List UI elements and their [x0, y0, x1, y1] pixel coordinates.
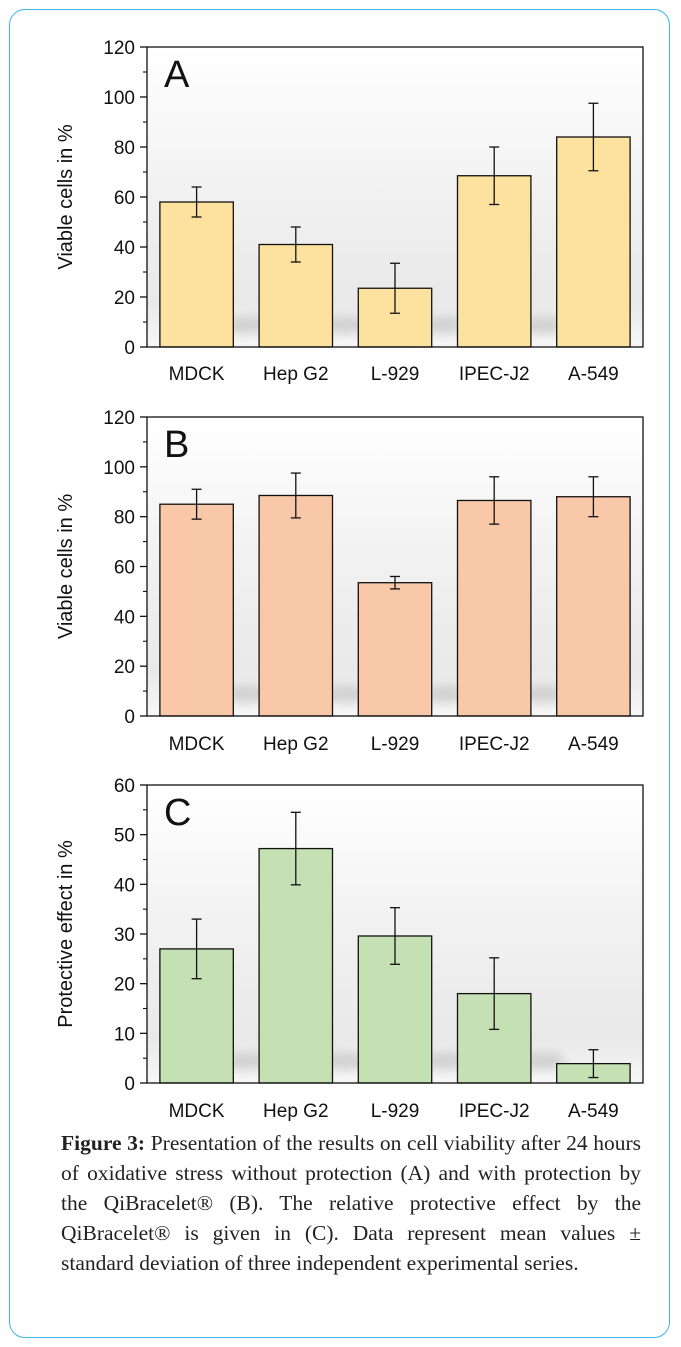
- bar-hep-g2: [258, 494, 334, 717]
- y-tick-label: 120: [103, 38, 135, 59]
- category-label: IPEC-J2: [459, 734, 530, 755]
- bar-a-549: [556, 496, 631, 717]
- category-label: Hep G2: [263, 734, 328, 755]
- panel-letter: A: [164, 54, 190, 96]
- category-label: Hep G2: [263, 364, 328, 385]
- category-label: L-929: [371, 364, 420, 385]
- bar-mdck: [159, 201, 234, 348]
- y-axis-label: Viable cells in %: [55, 124, 77, 269]
- y-tick-label: 120: [103, 408, 135, 429]
- category-label: Hep G2: [263, 1101, 328, 1122]
- bar-shadow: [521, 316, 566, 334]
- panel-letter: C: [164, 792, 191, 834]
- y-tick-label: 40: [114, 238, 135, 259]
- y-tick-label: 50: [114, 826, 135, 847]
- y-tick-label: 20: [114, 975, 135, 996]
- chart-panel-c: MDCK Hep G2 L-929 IPEC-J2 A-549 0 10 20 30 40 50 60…: [55, 776, 644, 1122]
- bar-shadow: [422, 1052, 467, 1070]
- category-label: IPEC-J2: [459, 364, 530, 385]
- y-tick-label: 40: [114, 875, 135, 896]
- y-tick-label: 0: [124, 338, 135, 359]
- y-tick-label: 40: [114, 607, 135, 628]
- y-tick-label: 0: [124, 1074, 135, 1095]
- category-label: A-549: [568, 364, 619, 385]
- y-tick-label: 100: [103, 458, 135, 479]
- chart-panel-b: MDCK Hep G2 L-929 IPEC-J2 A-549 0 20 40 60 80 100 1…: [55, 408, 644, 755]
- bar-shadow: [224, 685, 269, 703]
- figure-caption: Figure 3: Presentation of the results on…: [61, 1128, 641, 1278]
- panel-letter: B: [164, 424, 189, 466]
- y-tick-label: 30: [114, 925, 135, 946]
- y-axis-label: Protective effect in %: [55, 840, 77, 1028]
- y-tick-label: 20: [114, 288, 135, 309]
- category-label: IPEC-J2: [459, 1101, 530, 1122]
- bar-mdck: [159, 503, 234, 717]
- bar-shadow: [521, 1052, 566, 1070]
- category-label: MDCK: [169, 1101, 225, 1122]
- bar-ipec-j2: [456, 499, 532, 717]
- y-tick-label: 0: [124, 707, 135, 728]
- y-tick-label: 10: [114, 1024, 135, 1045]
- bar-l-929: [357, 582, 433, 717]
- y-tick-label: 60: [114, 776, 135, 797]
- bar-shadow: [224, 316, 269, 334]
- category-label: MDCK: [169, 734, 225, 755]
- y-tick-label: 100: [103, 88, 135, 109]
- y-tick-label: 60: [114, 188, 135, 209]
- bar-shadow: [323, 316, 368, 334]
- bar-shadow: [521, 685, 566, 703]
- bar-shadow: [422, 685, 467, 703]
- y-tick-label: 80: [114, 508, 135, 529]
- bar-shadow: [323, 685, 368, 703]
- y-tick-label: 80: [114, 138, 135, 159]
- y-axis-label: Viable cells in %: [55, 494, 77, 639]
- bar-shadow: [224, 1052, 269, 1070]
- y-tick-label: 60: [114, 558, 135, 579]
- y-tick-label: 20: [114, 657, 135, 678]
- bar-shadow: [323, 1052, 368, 1070]
- bar-a-549: [556, 136, 631, 348]
- bar-shadow: [422, 316, 467, 334]
- chart-panel-a: MDCK Hep G2 L-929 IPEC-J2 A-549 0 20 40 60 80 100 1…: [55, 38, 644, 385]
- category-label: A-549: [568, 734, 619, 755]
- category-label: A-549: [568, 1101, 619, 1122]
- caption-text: Presentation of the results on cell viab…: [61, 1131, 641, 1275]
- category-label: L-929: [371, 1101, 420, 1122]
- category-label: L-929: [371, 734, 420, 755]
- caption-label: Figure 3:: [61, 1131, 146, 1155]
- category-label: MDCK: [169, 364, 225, 385]
